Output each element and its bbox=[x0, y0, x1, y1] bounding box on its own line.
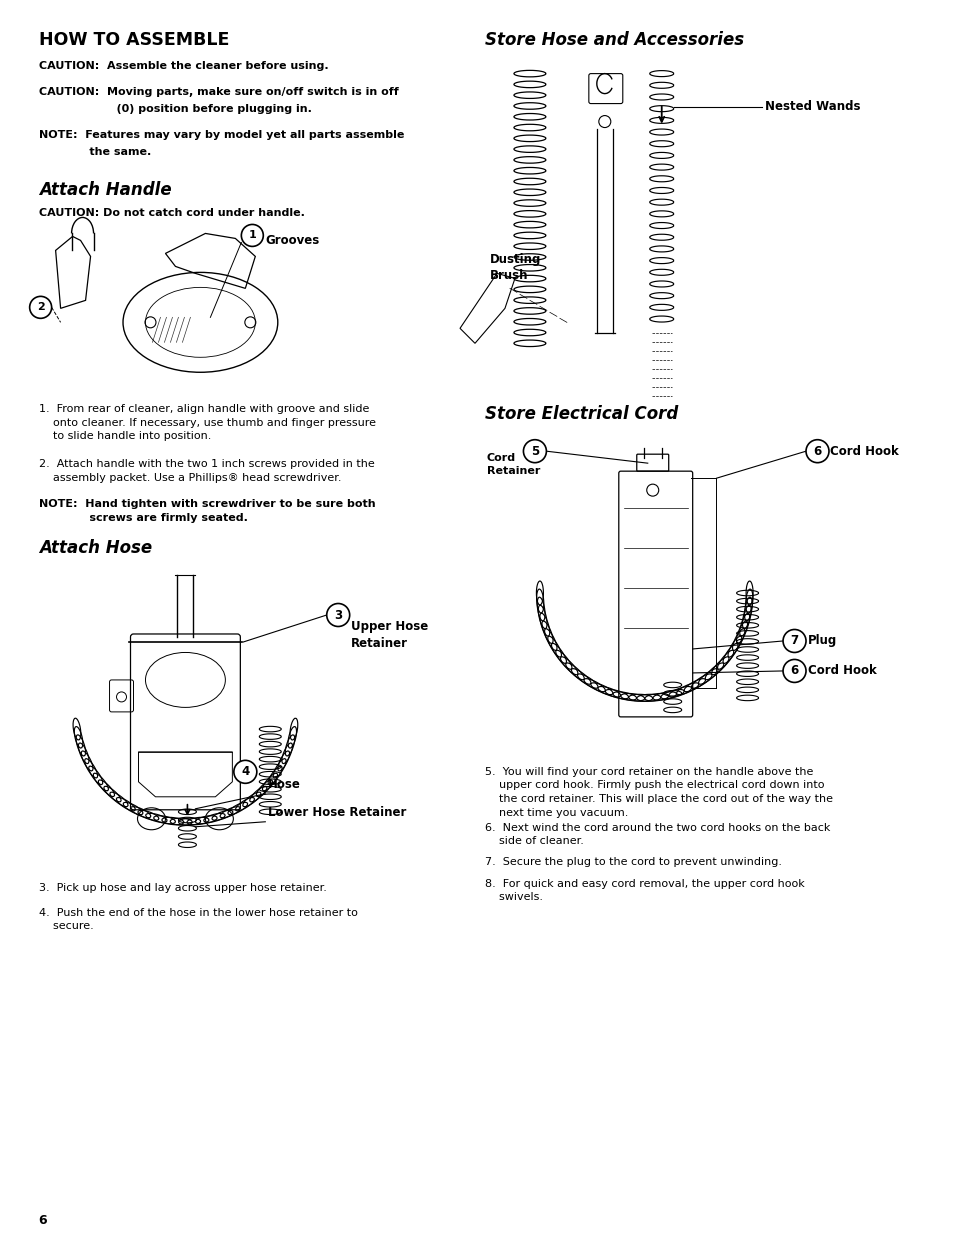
Text: Grooves: Grooves bbox=[265, 233, 319, 247]
Text: NOTE:  Hand tighten with screwdriver to be sure both
             screws are fir: NOTE: Hand tighten with screwdriver to b… bbox=[39, 499, 375, 522]
Text: 5: 5 bbox=[530, 445, 538, 458]
Circle shape bbox=[805, 440, 828, 463]
Text: Store Hose and Accessories: Store Hose and Accessories bbox=[484, 31, 743, 48]
Text: Store Electrical Cord: Store Electrical Cord bbox=[484, 405, 678, 424]
Text: CAUTION: Do not catch cord under handle.: CAUTION: Do not catch cord under handle. bbox=[39, 209, 304, 219]
Text: (0) position before plugging in.: (0) position before plugging in. bbox=[39, 104, 312, 114]
Text: 8.  For quick and easy cord removal, the upper cord hook
    swivels.: 8. For quick and easy cord removal, the … bbox=[484, 879, 804, 903]
Text: Hose: Hose bbox=[268, 778, 301, 790]
Text: HOW TO ASSEMBLE: HOW TO ASSEMBLE bbox=[39, 31, 229, 48]
Circle shape bbox=[523, 440, 546, 463]
Text: Nested Wands: Nested Wands bbox=[763, 100, 860, 114]
Circle shape bbox=[326, 604, 350, 626]
Text: 7.  Secure the plug to the cord to prevent unwinding.: 7. Secure the plug to the cord to preven… bbox=[484, 857, 781, 867]
Circle shape bbox=[233, 761, 256, 783]
Text: 5.  You will find your cord retainer on the handle above the
    upper cord hook: 5. You will find your cord retainer on t… bbox=[484, 767, 832, 818]
Text: 1.  From rear of cleaner, align handle with groove and slide
    onto cleaner. I: 1. From rear of cleaner, align handle wi… bbox=[39, 404, 375, 441]
Text: CAUTION:  Assemble the cleaner before using.: CAUTION: Assemble the cleaner before usi… bbox=[39, 61, 328, 70]
Text: the same.: the same. bbox=[39, 147, 151, 157]
Circle shape bbox=[782, 659, 805, 683]
Text: 2.  Attach handle with the two 1 inch screws provided in the
    assembly packet: 2. Attach handle with the two 1 inch scr… bbox=[39, 459, 374, 483]
Text: Upper Hose
Retainer: Upper Hose Retainer bbox=[351, 620, 428, 650]
Text: 6: 6 bbox=[790, 664, 798, 678]
Text: 4.  Push the end of the hose in the lower hose retainer to
    secure.: 4. Push the end of the hose in the lower… bbox=[39, 908, 357, 931]
Text: Plug: Plug bbox=[806, 635, 836, 647]
Text: CAUTION:  Moving parts, make sure on/off switch is in off: CAUTION: Moving parts, make sure on/off … bbox=[39, 86, 398, 96]
Circle shape bbox=[782, 630, 805, 652]
Text: Lower Hose Retainer: Lower Hose Retainer bbox=[268, 805, 406, 819]
Text: 7: 7 bbox=[790, 635, 798, 647]
Text: Attach Handle: Attach Handle bbox=[39, 182, 172, 200]
Text: 3.  Pick up hose and lay across upper hose retainer.: 3. Pick up hose and lay across upper hos… bbox=[39, 883, 326, 893]
Text: NOTE:  Features may vary by model yet all parts assemble: NOTE: Features may vary by model yet all… bbox=[39, 130, 403, 140]
Text: 6: 6 bbox=[39, 1214, 48, 1228]
Text: 4: 4 bbox=[241, 766, 249, 778]
Text: Cord Hook: Cord Hook bbox=[806, 664, 876, 678]
Text: Attach Hose: Attach Hose bbox=[39, 540, 152, 557]
Text: 2: 2 bbox=[37, 303, 45, 312]
Text: 1: 1 bbox=[248, 231, 256, 241]
Circle shape bbox=[30, 296, 51, 319]
Text: Cord
Retainer: Cord Retainer bbox=[486, 453, 539, 475]
Circle shape bbox=[241, 225, 263, 247]
Text: 6: 6 bbox=[813, 445, 821, 458]
Text: Cord Hook: Cord Hook bbox=[830, 445, 899, 458]
Text: 6.  Next wind the cord around the two cord hooks on the back
    side of cleaner: 6. Next wind the cord around the two cor… bbox=[484, 823, 829, 846]
Text: 3: 3 bbox=[334, 609, 342, 621]
Text: Dusting
Brush: Dusting Brush bbox=[490, 253, 540, 283]
